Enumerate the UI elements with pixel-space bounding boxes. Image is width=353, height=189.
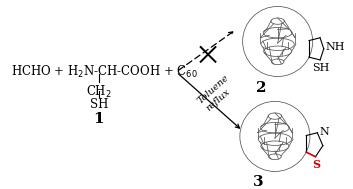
Text: HCHO + H$_2$N-CH-COOH + C$_{60}$: HCHO + H$_2$N-CH-COOH + C$_{60}$	[11, 64, 198, 80]
Text: 1: 1	[94, 112, 104, 125]
Text: 3: 3	[253, 175, 264, 189]
Text: SH: SH	[312, 63, 330, 73]
Text: reflux: reflux	[204, 87, 232, 112]
Text: SH: SH	[90, 98, 108, 111]
FancyArrowPatch shape	[179, 32, 233, 70]
FancyArrowPatch shape	[178, 74, 240, 128]
Text: CH$_2$: CH$_2$	[86, 84, 112, 100]
Text: NH: NH	[325, 42, 345, 52]
Text: S: S	[312, 159, 321, 170]
Text: 2: 2	[256, 81, 266, 95]
Text: Toluene: Toluene	[196, 73, 231, 106]
Text: N: N	[319, 127, 329, 137]
